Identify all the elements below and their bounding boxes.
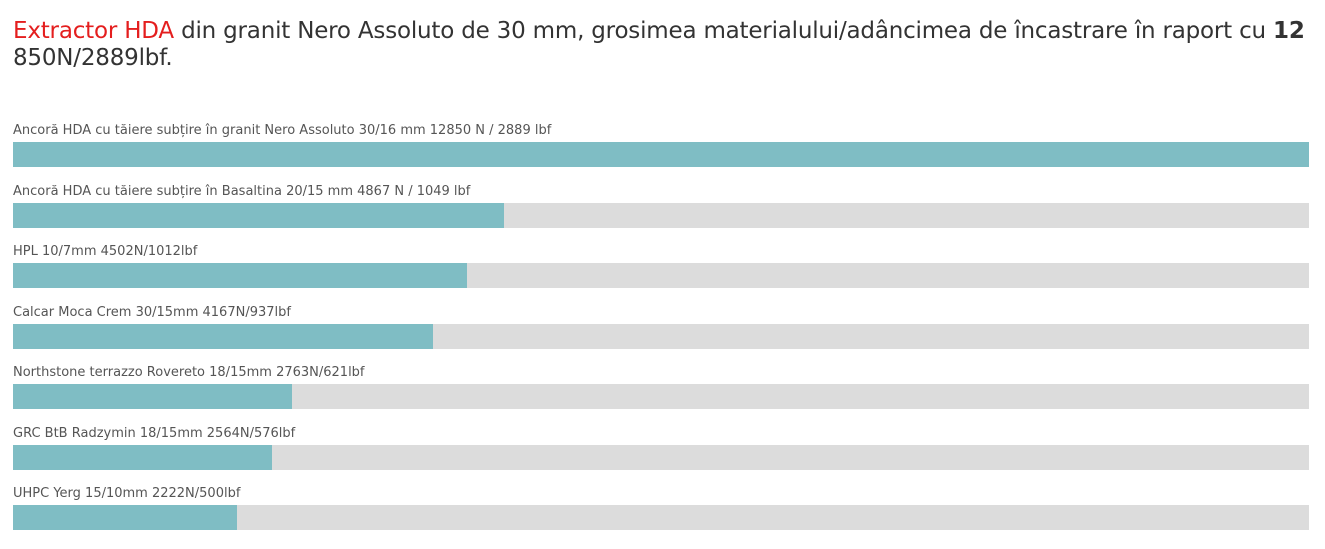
- bar-label: Calcar Moca Crem 30/15mm 4167N/937lbf: [13, 304, 291, 320]
- heading-accent: Extractor HDA: [13, 18, 174, 44]
- bar-row: HPL 10/7mm 4502N/1012lbf: [13, 243, 1309, 304]
- bar-fill: [13, 142, 1309, 167]
- bar-row: GRC BtB Radzymin 18/15mm 2564N/576lbf: [13, 425, 1309, 486]
- bar-fill: [13, 263, 467, 288]
- bar-chart: Ancoră HDA cu tăiere subțire în granit N…: [13, 122, 1309, 546]
- bar-fill: [13, 444, 272, 470]
- bar-row: UHPC Yerg 15/10mm 2222N/500lbf: [13, 485, 1309, 546]
- bar-label: HPL 10/7mm 4502N/1012lbf: [13, 244, 198, 259]
- bar-row: Northstone terrazzo Rovereto 18/15mm 276…: [13, 364, 1309, 425]
- bar-row: Ancoră HDA cu tăiere subțire în Basaltin…: [13, 183, 1309, 244]
- bar-track: [13, 263, 1309, 288]
- bar-fill: [13, 505, 237, 530]
- heading-text-after-bold: 850N/2889lbf.: [13, 45, 173, 71]
- bar-fill: [13, 323, 433, 349]
- bar-track: [13, 384, 1309, 409]
- bar-track: [13, 142, 1309, 167]
- bar-label: Northstone terrazzo Rovereto 18/15mm 276…: [13, 365, 365, 380]
- bar-label: Ancoră HDA cu tăiere subțire în granit N…: [13, 123, 552, 138]
- bar-row: Calcar Moca Crem 30/15mm 4167N/937lbf: [13, 304, 1309, 365]
- bar-fill: [13, 384, 292, 409]
- bar-label: GRC BtB Radzymin 18/15mm 2564N/576lbf: [13, 425, 296, 441]
- bar-track: [13, 444, 1309, 470]
- bar-track: [13, 202, 1309, 228]
- bar-label: UHPC Yerg 15/10mm 2222N/500lbf: [13, 486, 241, 501]
- bar-track: [13, 505, 1309, 530]
- bar-row: Ancoră HDA cu tăiere subțire în granit N…: [13, 122, 1309, 183]
- bar-label: Ancoră HDA cu tăiere subțire în Basaltin…: [13, 183, 471, 199]
- bar-fill: [13, 202, 504, 228]
- bar-track: [13, 323, 1309, 349]
- heading-bold-value: 12: [1273, 18, 1305, 44]
- heading-text-before-bold: din granit Nero Assoluto de 30 mm, grosi…: [173, 18, 1274, 44]
- chart-heading: Extractor HDA din granit Nero Assoluto d…: [13, 18, 1313, 72]
